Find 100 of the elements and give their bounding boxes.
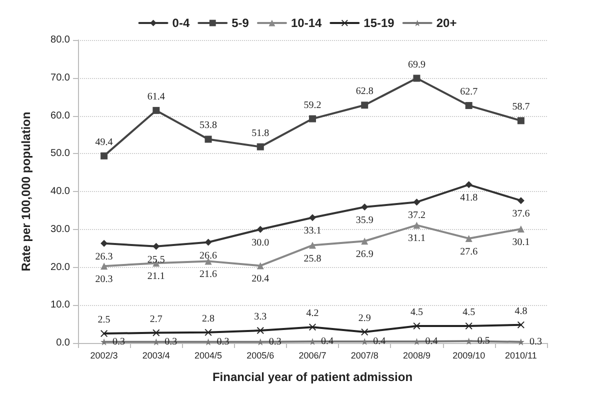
point xyxy=(517,197,524,204)
point xyxy=(465,322,472,330)
x-tick-label: 2002/3 xyxy=(90,350,118,360)
x-tick-label: 2004/5 xyxy=(194,350,222,360)
data-label: 62.8 xyxy=(356,86,374,98)
point xyxy=(517,117,524,124)
point xyxy=(152,242,160,250)
data-label: 26.6 xyxy=(200,250,218,262)
legend-label: 0-4 xyxy=(172,16,190,30)
y-tick-label: 30.0 xyxy=(50,224,70,235)
y-tick-label: 10.0 xyxy=(50,300,70,311)
data-label: 4.8 xyxy=(514,306,528,317)
data-label: 0.4 xyxy=(425,336,438,347)
data-label: 0.5 xyxy=(477,336,490,347)
y-tick-label: 0.0 xyxy=(56,338,70,348)
data-label: 4.5 xyxy=(410,306,423,318)
y-tick-label: 80.0 xyxy=(50,34,70,46)
data-label: 2.7 xyxy=(150,314,162,325)
point xyxy=(413,198,420,206)
data-label: 59.2 xyxy=(304,100,322,111)
y-tick-label: 70.0 xyxy=(50,72,70,84)
point xyxy=(309,338,316,345)
y-tick-label: 60.0 xyxy=(50,110,70,122)
point xyxy=(152,106,160,114)
data-label: 53.8 xyxy=(200,120,218,132)
data-label: 25.5 xyxy=(147,254,165,266)
point xyxy=(361,238,368,245)
point xyxy=(361,204,368,211)
data-label: 4.2 xyxy=(306,308,319,320)
data-label: 62.7 xyxy=(460,86,478,98)
data-label: 0.3 xyxy=(164,336,178,348)
data-label: 41.8 xyxy=(460,192,478,204)
data-label: 0.3 xyxy=(268,336,282,348)
legend-label: 15-19 xyxy=(364,16,395,30)
data-label: 51.8 xyxy=(252,128,270,139)
point xyxy=(465,338,472,345)
point xyxy=(100,152,108,160)
point xyxy=(309,324,316,331)
data-label: 25.8 xyxy=(304,253,322,264)
data-label: 26.9 xyxy=(356,249,374,260)
x-tick-label: 2005/6 xyxy=(246,350,274,360)
point xyxy=(465,102,472,110)
point xyxy=(413,322,420,330)
data-label: 21.6 xyxy=(200,269,218,280)
data-label: 0.3 xyxy=(529,336,542,348)
point xyxy=(204,328,212,336)
data-label: 4.5 xyxy=(462,306,476,318)
point xyxy=(204,136,212,143)
data-label: 35.9 xyxy=(356,215,374,226)
point xyxy=(256,226,264,233)
y-axis-title: Rate per 100,000 population xyxy=(19,112,33,272)
x-tick-label: 2007/8 xyxy=(350,350,378,360)
legend-label: 5-9 xyxy=(232,16,250,30)
point xyxy=(465,234,472,242)
point xyxy=(517,225,524,232)
data-label: 0.3 xyxy=(216,336,230,348)
point xyxy=(152,329,160,336)
y-tick-label: 40.0 xyxy=(50,186,70,197)
data-label: 3.3 xyxy=(254,312,267,322)
data-label: 69.9 xyxy=(408,59,426,70)
data-label: 0.3 xyxy=(112,336,126,348)
point xyxy=(256,143,264,150)
point xyxy=(361,328,368,336)
point xyxy=(309,115,316,122)
point xyxy=(361,102,368,109)
x-tick-label: 2009/10 xyxy=(452,350,486,360)
x-tick-label: 2003/4 xyxy=(142,350,170,360)
data-label: 37.2 xyxy=(408,210,426,222)
point xyxy=(100,330,108,338)
data-label: 58.7 xyxy=(512,102,530,113)
point xyxy=(100,240,108,247)
point xyxy=(100,262,108,270)
legend-label: 10-14 xyxy=(290,16,322,30)
data-label: 20.4 xyxy=(252,274,270,285)
point xyxy=(309,242,316,249)
point xyxy=(465,181,472,188)
x-tick-label: 2010/11 xyxy=(505,350,537,360)
data-label: 2.5 xyxy=(98,314,110,326)
data-label: 2.9 xyxy=(358,313,371,324)
point xyxy=(256,327,264,334)
point xyxy=(309,214,316,222)
data-label: 21.1 xyxy=(147,271,165,282)
x-tick-label: 2006/7 xyxy=(298,350,326,360)
legend-label: 20+ xyxy=(436,16,457,30)
data-label: 20.3 xyxy=(95,274,113,286)
data-label: 27.6 xyxy=(460,246,478,258)
data-label: 31.1 xyxy=(408,233,426,244)
point xyxy=(413,222,420,229)
x-tick-label: 2008/9 xyxy=(402,350,430,360)
point xyxy=(204,238,212,246)
y-tick-label: 50.0 xyxy=(50,148,70,160)
data-label: 37.6 xyxy=(512,208,530,220)
data-label: 49.4 xyxy=(95,136,113,148)
point xyxy=(256,262,264,270)
x-axis-title: Financial year of patient admission xyxy=(212,370,413,384)
data-label: 0.4 xyxy=(321,336,334,347)
data-label: 30.1 xyxy=(512,236,530,248)
data-label: 33.1 xyxy=(304,226,322,237)
y-tick-label: 20.0 xyxy=(50,262,70,273)
data-label: 26.3 xyxy=(95,251,113,262)
